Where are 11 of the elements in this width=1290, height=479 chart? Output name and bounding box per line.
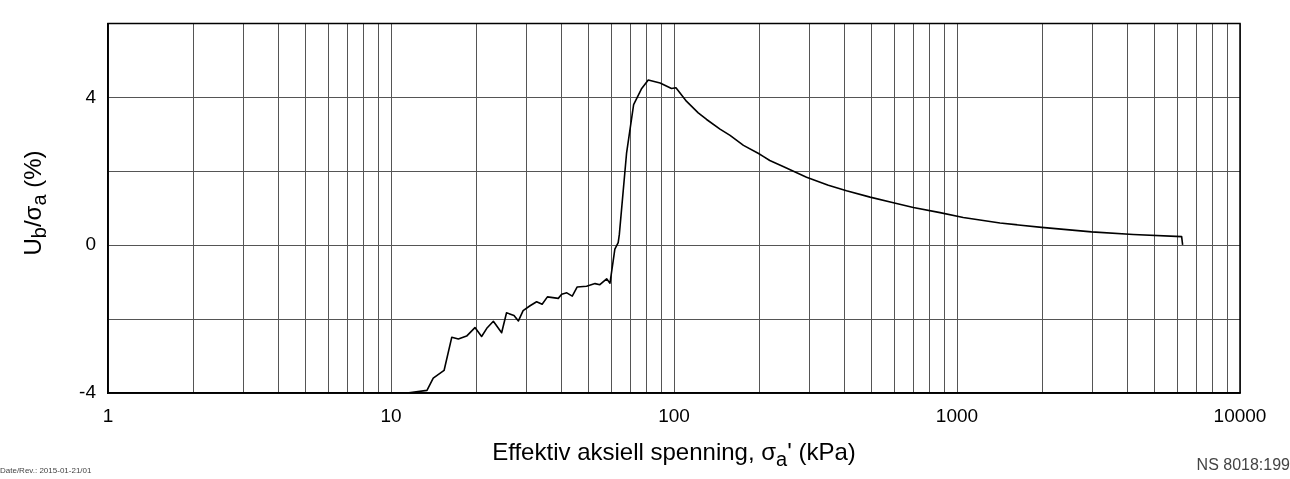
x-tick-label: 1000 <box>935 404 979 426</box>
x-axis-title: Effektiv aksiell spenning, σ$_{a}$' (kPa) <box>492 438 856 470</box>
x-tick-label: 10000 <box>1213 404 1267 426</box>
x-tick-label: 10 <box>380 404 402 426</box>
y-tick-label: 0 <box>85 233 96 255</box>
text: Date/Rev.: 2015-01-21/01 <box>0 466 92 475</box>
x-tick-label: 1 <box>102 404 114 426</box>
x-tick-label: 100 <box>658 404 690 426</box>
y-tick-label: -4 <box>79 381 97 403</box>
y-tick-label: 4 <box>85 85 97 107</box>
text: NS 8018:199 <box>1196 456 1290 474</box>
